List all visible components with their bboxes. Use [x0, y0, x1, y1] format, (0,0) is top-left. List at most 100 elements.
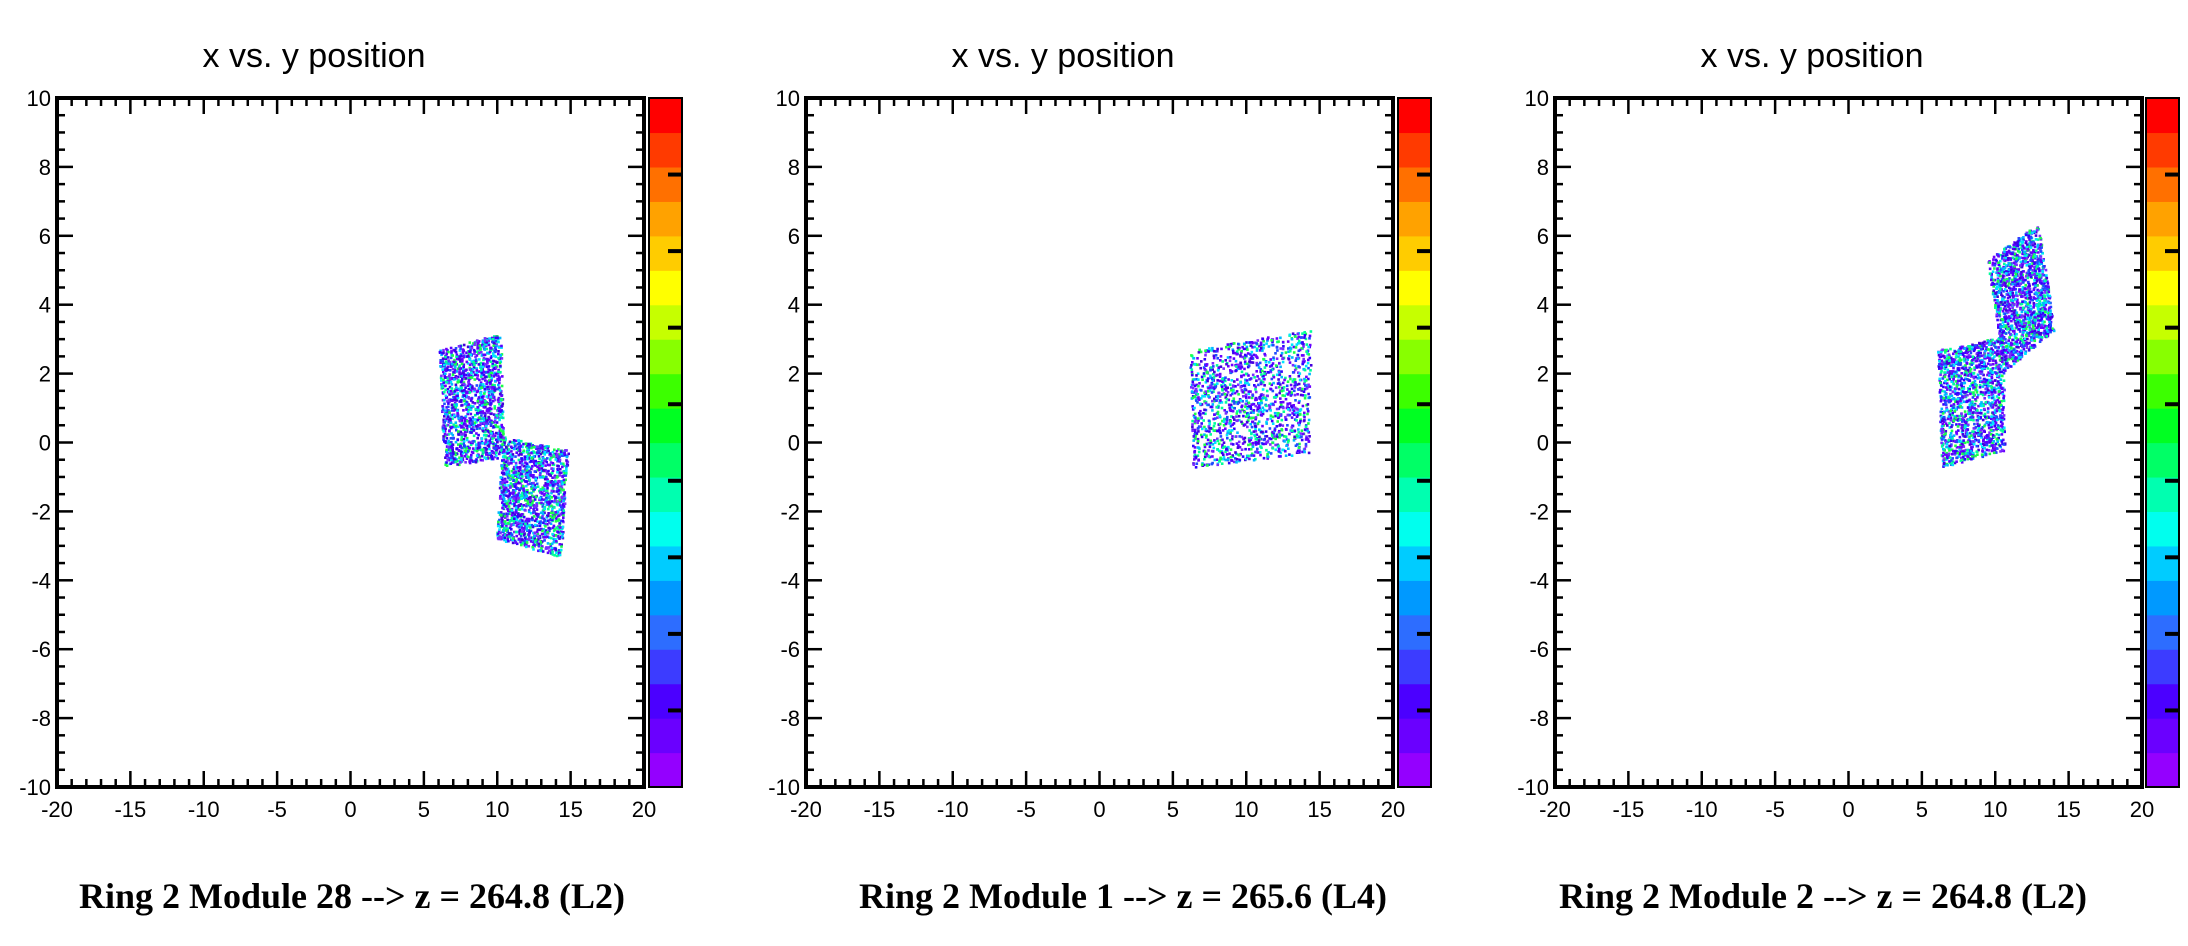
hit-point: [527, 496, 531, 500]
hit-point: [1965, 346, 1969, 349]
hit-point: [489, 395, 492, 399]
hit-point: [1212, 424, 1216, 428]
hit-point: [1193, 428, 1197, 432]
hit-point: [1306, 427, 1309, 431]
hit-point: [508, 440, 512, 444]
hit-point: [532, 474, 535, 477]
hit-point: [1280, 351, 1284, 355]
hit-point: [1254, 430, 1258, 433]
hit-point: [550, 504, 553, 508]
hit-point: [499, 370, 502, 374]
hit-point: [550, 455, 553, 459]
hit-point: [1220, 393, 1224, 396]
hit-point: [1228, 406, 1231, 409]
hit-point: [551, 507, 554, 511]
hit-point: [533, 451, 536, 454]
hit-point: [1295, 383, 1299, 386]
hit-point: [499, 482, 502, 486]
hit-point: [443, 402, 446, 406]
hit-point: [483, 376, 487, 379]
hit-point: [1287, 347, 1290, 350]
hit-point: [524, 545, 528, 549]
hit-point: [478, 351, 481, 355]
color-bar-segment: [649, 304, 682, 340]
hit-point: [1217, 442, 1221, 446]
hit-point: [1304, 337, 1308, 341]
hit-point: [514, 515, 517, 519]
hit-point: [1190, 386, 1193, 389]
hit-point: [482, 353, 485, 357]
hit-point: [538, 543, 542, 546]
hit-point: [1200, 397, 1203, 400]
hit-point: [1279, 336, 1282, 340]
hit-point: [1232, 351, 1235, 355]
hit-point: [486, 429, 490, 433]
hit-point: [1274, 443, 1277, 447]
hit-point: [1233, 418, 1236, 421]
hit-point: [1190, 363, 1193, 367]
hit-point: [458, 380, 461, 384]
hit-point: [515, 480, 518, 483]
hit-point: [558, 543, 562, 546]
hit-point: [454, 383, 458, 387]
hit-point: [445, 409, 449, 412]
hit-point: [501, 468, 505, 472]
hit-point: [1198, 398, 1201, 401]
hit-point: [560, 530, 563, 533]
hit-point: [523, 534, 526, 537]
hit-point: [541, 512, 545, 515]
hit-point: [473, 343, 476, 346]
hit-point: [541, 464, 544, 468]
hit-point: [1220, 384, 1223, 387]
hit-point: [1211, 346, 1214, 350]
hit-point: [443, 367, 447, 370]
hit-point: [558, 526, 562, 529]
hit-point: [1268, 427, 1272, 430]
hit-point: [1262, 339, 1265, 343]
hit-point: [1197, 351, 1201, 354]
hit-point: [1236, 367, 1240, 371]
hit-point: [1303, 419, 1306, 422]
hit-point: [1212, 354, 1216, 358]
hit-point: [1211, 455, 1214, 458]
hit-point: [557, 518, 561, 521]
y-tick-label: -4: [31, 568, 51, 593]
hit-point: [563, 451, 566, 455]
hit-point: [539, 516, 542, 519]
hit-point: [473, 388, 477, 391]
hit-point: [447, 420, 451, 424]
hit-point: [1299, 432, 1303, 435]
hit-point: [1227, 398, 1231, 402]
hit-point: [1248, 341, 1252, 344]
hit-point: [472, 361, 475, 364]
hit-point: [445, 367, 449, 370]
hit-point: [503, 439, 507, 443]
hit-point: [494, 451, 498, 454]
hit-point: [551, 462, 555, 465]
hit-point: [478, 358, 481, 361]
hit-point: [1203, 358, 1207, 361]
hit-point: [1219, 438, 1223, 442]
hit-point: [503, 479, 507, 483]
hit-point: [512, 519, 516, 523]
hit-point: [514, 471, 517, 474]
hit-point: [546, 523, 549, 526]
hit-point: [487, 409, 491, 412]
hit-point: [1269, 414, 1273, 417]
hit-point: [506, 475, 510, 479]
hit-point: [506, 537, 509, 541]
hit-point: [1297, 349, 1301, 353]
hit-point: [1201, 384, 1204, 388]
hit-point: [1991, 381, 1994, 385]
hit-point: [1208, 347, 1211, 350]
hit-point: [1943, 367, 1947, 371]
hit-point: [557, 480, 561, 484]
hit-point: [1250, 361, 1253, 364]
hit-point: [1971, 457, 1975, 460]
hit-point: [1244, 402, 1248, 406]
hit-point: [1203, 395, 1207, 398]
hit-point: [1296, 408, 1299, 411]
hit-point: [553, 448, 556, 452]
hit-point: [1291, 380, 1295, 383]
hit-point: [1193, 406, 1196, 410]
